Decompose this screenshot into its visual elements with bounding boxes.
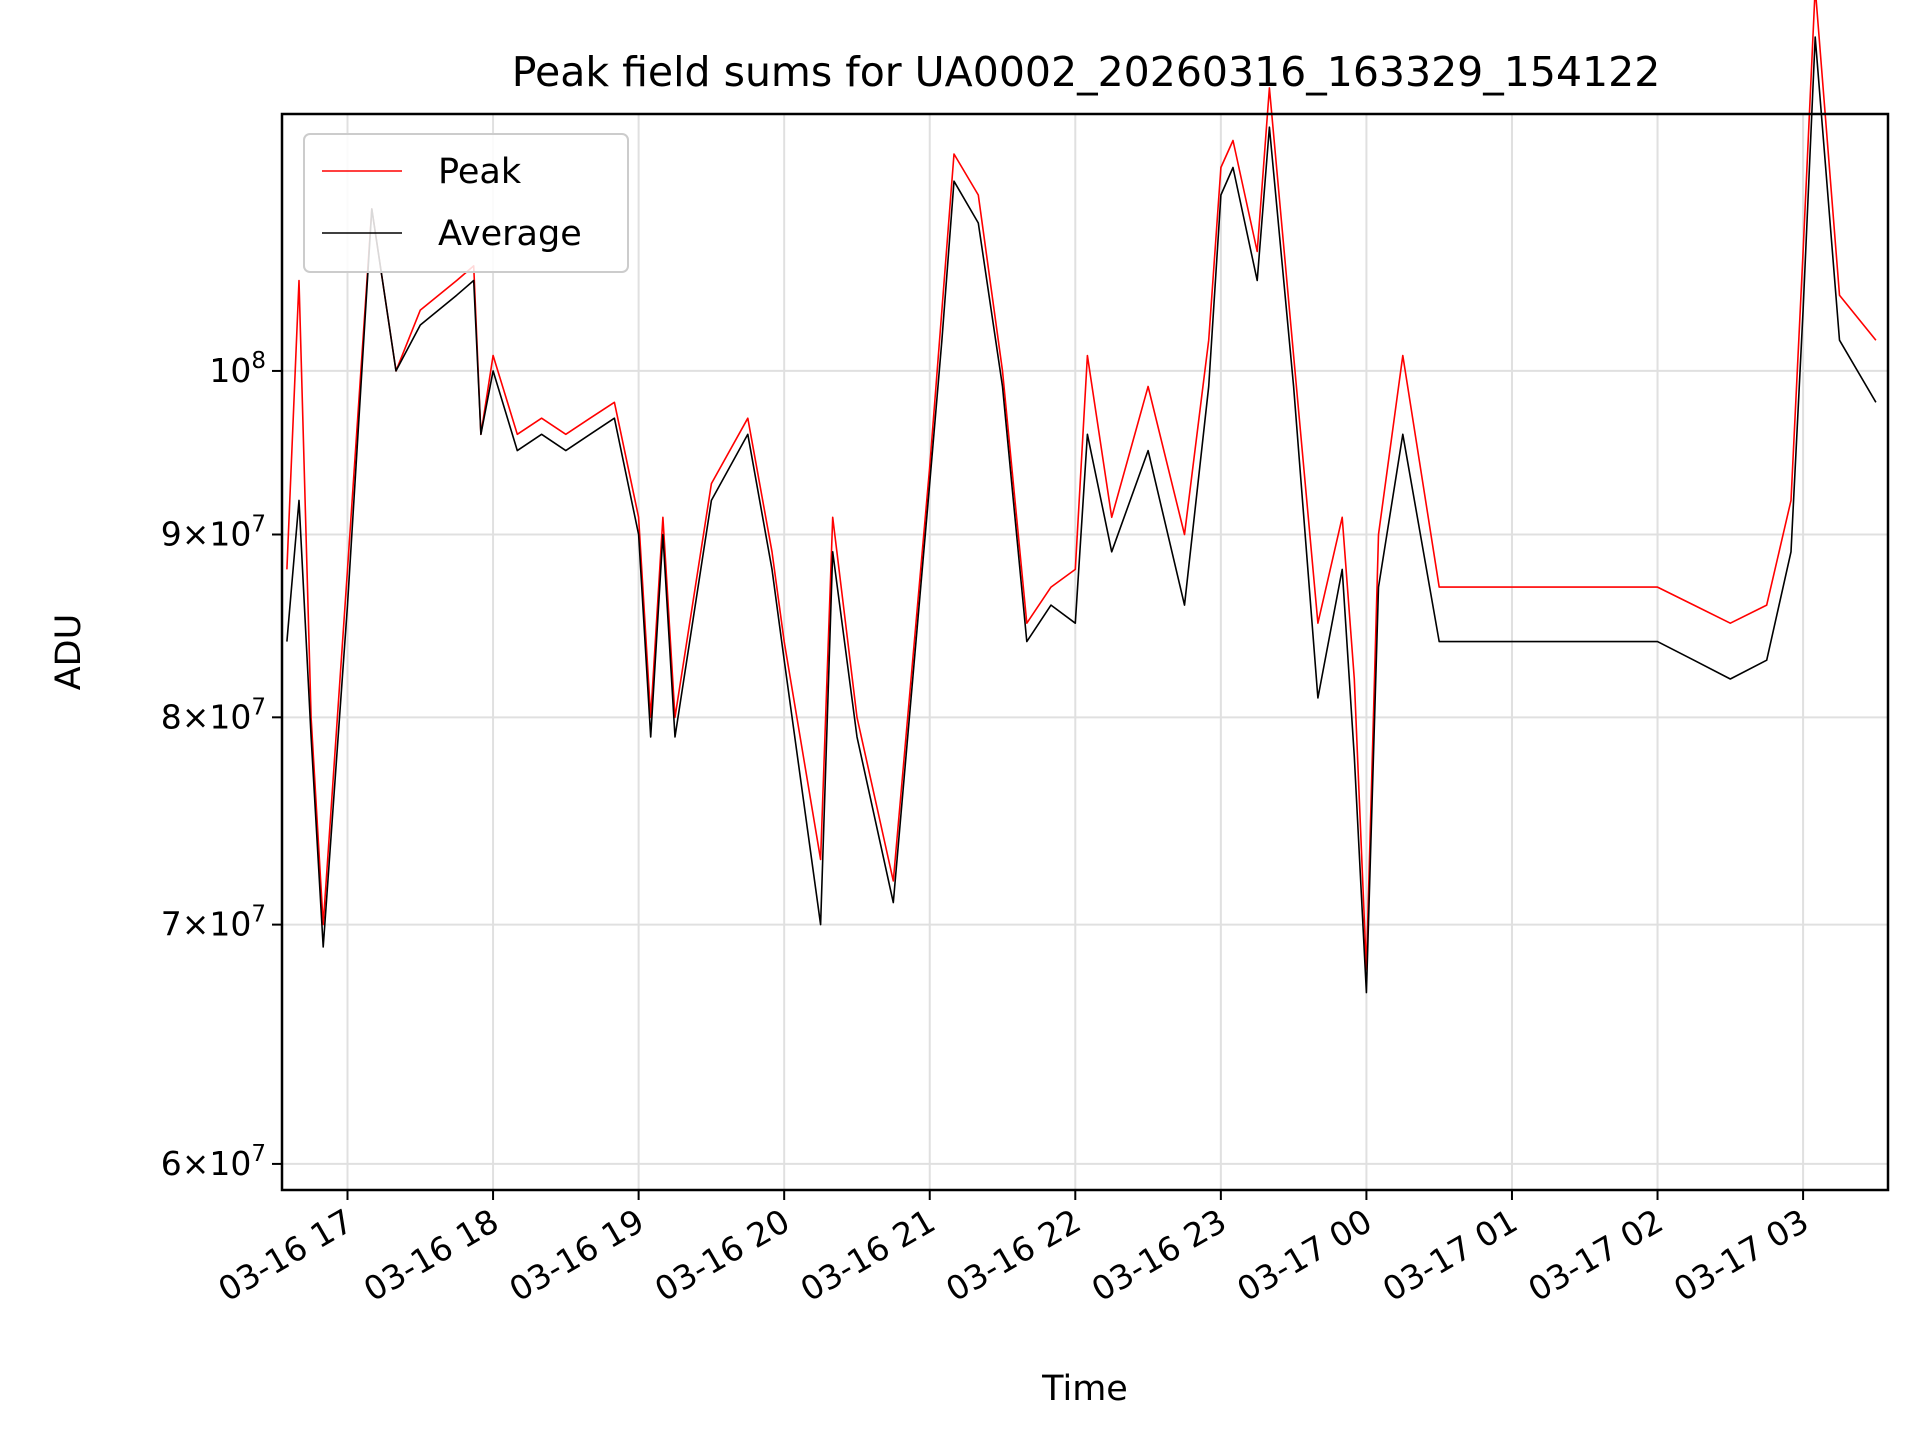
chart-title: Peak field sums for UA0002_20260316_1633… — [512, 48, 1661, 96]
y-tick-label: 8×107 — [161, 694, 266, 736]
x-axis-label: Time — [1041, 1369, 1128, 1409]
y-tick-label: 9×107 — [161, 511, 266, 553]
y-tick-label: 7×107 — [161, 902, 266, 944]
series-line-average — [286, 36, 1877, 994]
grid-lines — [282, 114, 1888, 1190]
y-axis-label: ADU — [49, 614, 89, 691]
legend-label-average: Average — [438, 214, 582, 254]
legend: Peak Average — [303, 133, 629, 273]
series-line-peak — [286, 0, 1877, 971]
plot-frame — [280, 112, 1890, 1192]
legend-label-peak: Peak — [438, 152, 522, 192]
legend-box — [303, 133, 629, 273]
series-lines — [286, 0, 1877, 994]
y-tick-label: 6×107 — [161, 1141, 266, 1183]
